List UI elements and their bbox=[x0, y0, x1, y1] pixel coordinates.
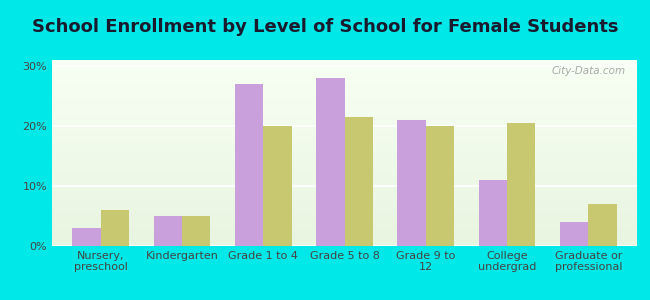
Text: School Enrollment by Level of School for Female Students: School Enrollment by Level of School for… bbox=[32, 18, 618, 36]
Bar bbox=[560, 222, 588, 246]
Bar bbox=[397, 120, 426, 246]
Bar bbox=[101, 210, 129, 246]
Bar bbox=[263, 126, 292, 246]
Bar bbox=[316, 78, 344, 246]
Bar bbox=[235, 84, 263, 246]
Bar bbox=[478, 180, 507, 246]
Bar bbox=[507, 123, 536, 246]
Bar bbox=[72, 228, 101, 246]
Text: City-Data.com: City-Data.com bbox=[551, 66, 625, 76]
Bar bbox=[153, 216, 182, 246]
Bar bbox=[588, 204, 617, 246]
Bar bbox=[182, 216, 211, 246]
Bar bbox=[426, 126, 454, 246]
Bar bbox=[344, 117, 373, 246]
